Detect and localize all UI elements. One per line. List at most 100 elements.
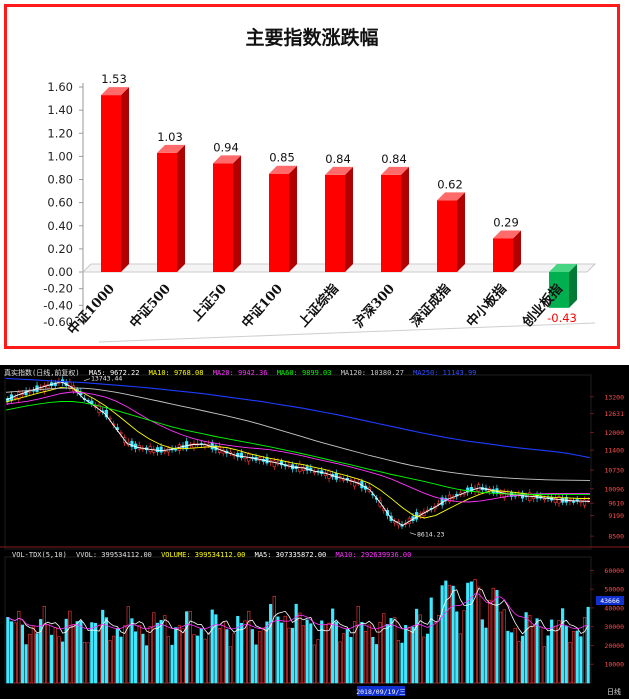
volume-bar: [133, 631, 138, 684]
candle-body: [130, 440, 134, 448]
volume-bar: [349, 636, 353, 684]
category-label: 深证成指: [407, 281, 454, 330]
volume-tick-label: 20000: [604, 642, 624, 650]
candle-body: [323, 472, 327, 476]
volume-bar: [382, 613, 386, 684]
high-pointer: [83, 378, 91, 382]
volume-tick-label: 50000: [604, 586, 624, 594]
volume-bar: [141, 633, 145, 684]
volume-bar: [9, 621, 14, 684]
volume-bar: [199, 628, 203, 684]
ma-line-ma20: [5, 391, 590, 503]
volume-bar: [528, 615, 532, 684]
volume-bar: [509, 632, 514, 684]
y-tick-label: -0.40: [43, 298, 73, 312]
volume-bar: [283, 615, 287, 684]
volume-bar: [276, 616, 280, 684]
volume-bar: [404, 625, 408, 684]
volume-bar: [269, 604, 273, 684]
volume-bar: [20, 624, 25, 684]
volume-bar: [513, 627, 517, 684]
y-tick-label: -0.60: [43, 315, 73, 329]
volume-bar: [163, 615, 167, 684]
candle-body: [42, 385, 46, 392]
volume-bar: [480, 619, 484, 684]
volume-bar: [396, 640, 400, 684]
volume-bar: [520, 635, 525, 684]
bar: [437, 200, 457, 272]
ma-line-ma10: [5, 386, 590, 519]
floor-edge: [98, 322, 596, 343]
data-label: 0.84: [325, 152, 351, 166]
data-label: 1.03: [157, 130, 183, 144]
volume-bar: [6, 617, 10, 684]
volume-bar: [451, 585, 455, 684]
volume-bar: [188, 611, 192, 684]
volume-bar: [236, 615, 240, 684]
volume-bar: [360, 621, 364, 684]
bar: [101, 95, 121, 272]
bar-top: [269, 165, 297, 174]
volume-bar: [400, 642, 404, 684]
kline-chart: 13200 12631 12000 11400 10730 10096 9610 9190 85…: [0, 375, 629, 699]
candle-body: [210, 442, 214, 450]
vol-ma10-label: MA10: 292639936.00: [335, 551, 412, 559]
volume-bar: [148, 626, 152, 684]
y-tick-label: 1.00: [47, 149, 73, 163]
volume-bar: [561, 608, 565, 684]
volume-bar: [331, 608, 335, 684]
volume-bar: [305, 619, 309, 684]
volume-bar: [130, 618, 134, 684]
volume-bar: [250, 629, 254, 684]
category-label: 中小板指: [463, 281, 510, 330]
volume-bar: [68, 610, 72, 684]
volume-bar: [495, 590, 499, 684]
volume-bar: [506, 630, 510, 684]
ma5-label: MA5: 9672.22: [88, 369, 140, 377]
volume-bar: [425, 633, 430, 684]
bar-top: [493, 230, 521, 239]
volume-bar: [225, 629, 229, 684]
volume-bar: [79, 620, 83, 684]
volume-bar: [290, 627, 295, 684]
volume-bar: [433, 622, 437, 684]
candle-body: [542, 498, 546, 500]
volume-bar: [301, 625, 306, 684]
volume-ma10-line: [7, 593, 589, 630]
price-tick-label: 11400: [604, 447, 624, 455]
volume-bar: [517, 641, 521, 684]
volume-bar: [415, 608, 419, 684]
volume-bar: [39, 619, 43, 684]
date-bar: [0, 685, 629, 699]
candle-body: [571, 501, 576, 503]
volume-bar: [93, 622, 98, 684]
price-tick-label: 12000: [604, 429, 624, 437]
volume-bar: [502, 609, 506, 684]
volume-bar: [166, 636, 171, 684]
volume-bar: [112, 635, 116, 684]
volume-bar: [367, 624, 371, 684]
volume-bar: [126, 606, 130, 684]
volume-bar: [539, 626, 543, 684]
price-tick-label: 9190: [608, 512, 624, 520]
ma-line-ma120: [5, 387, 591, 481]
bar-chart: 主要指数涨跌幅 1.60 1.40 1.20 1.00 0.80 0.60 0.40 0.20 0…: [43, 26, 596, 343]
vvol-label: VVOL: 399534112.00: [76, 551, 152, 559]
candle-body: [17, 391, 21, 400]
bar-top: [325, 166, 353, 175]
period-label: 日线: [607, 687, 621, 696]
y-tick-label: 0.00: [47, 265, 73, 279]
kline-name-label: 真实指数(日线,前复权): [4, 369, 80, 377]
volume-bar: [473, 579, 477, 684]
bar-top: [101, 87, 129, 96]
volume-bar: [316, 639, 320, 684]
price-tick-label: 13200: [604, 393, 624, 401]
volume-bar: [228, 646, 233, 684]
volume-bar: [24, 644, 28, 684]
price-tick-label: 10096: [604, 485, 624, 493]
candle-body: [466, 487, 470, 493]
volume-bar: [542, 646, 546, 684]
volume-bar: [389, 618, 393, 684]
candle-body: [342, 479, 346, 481]
volume-bar: [411, 626, 415, 684]
